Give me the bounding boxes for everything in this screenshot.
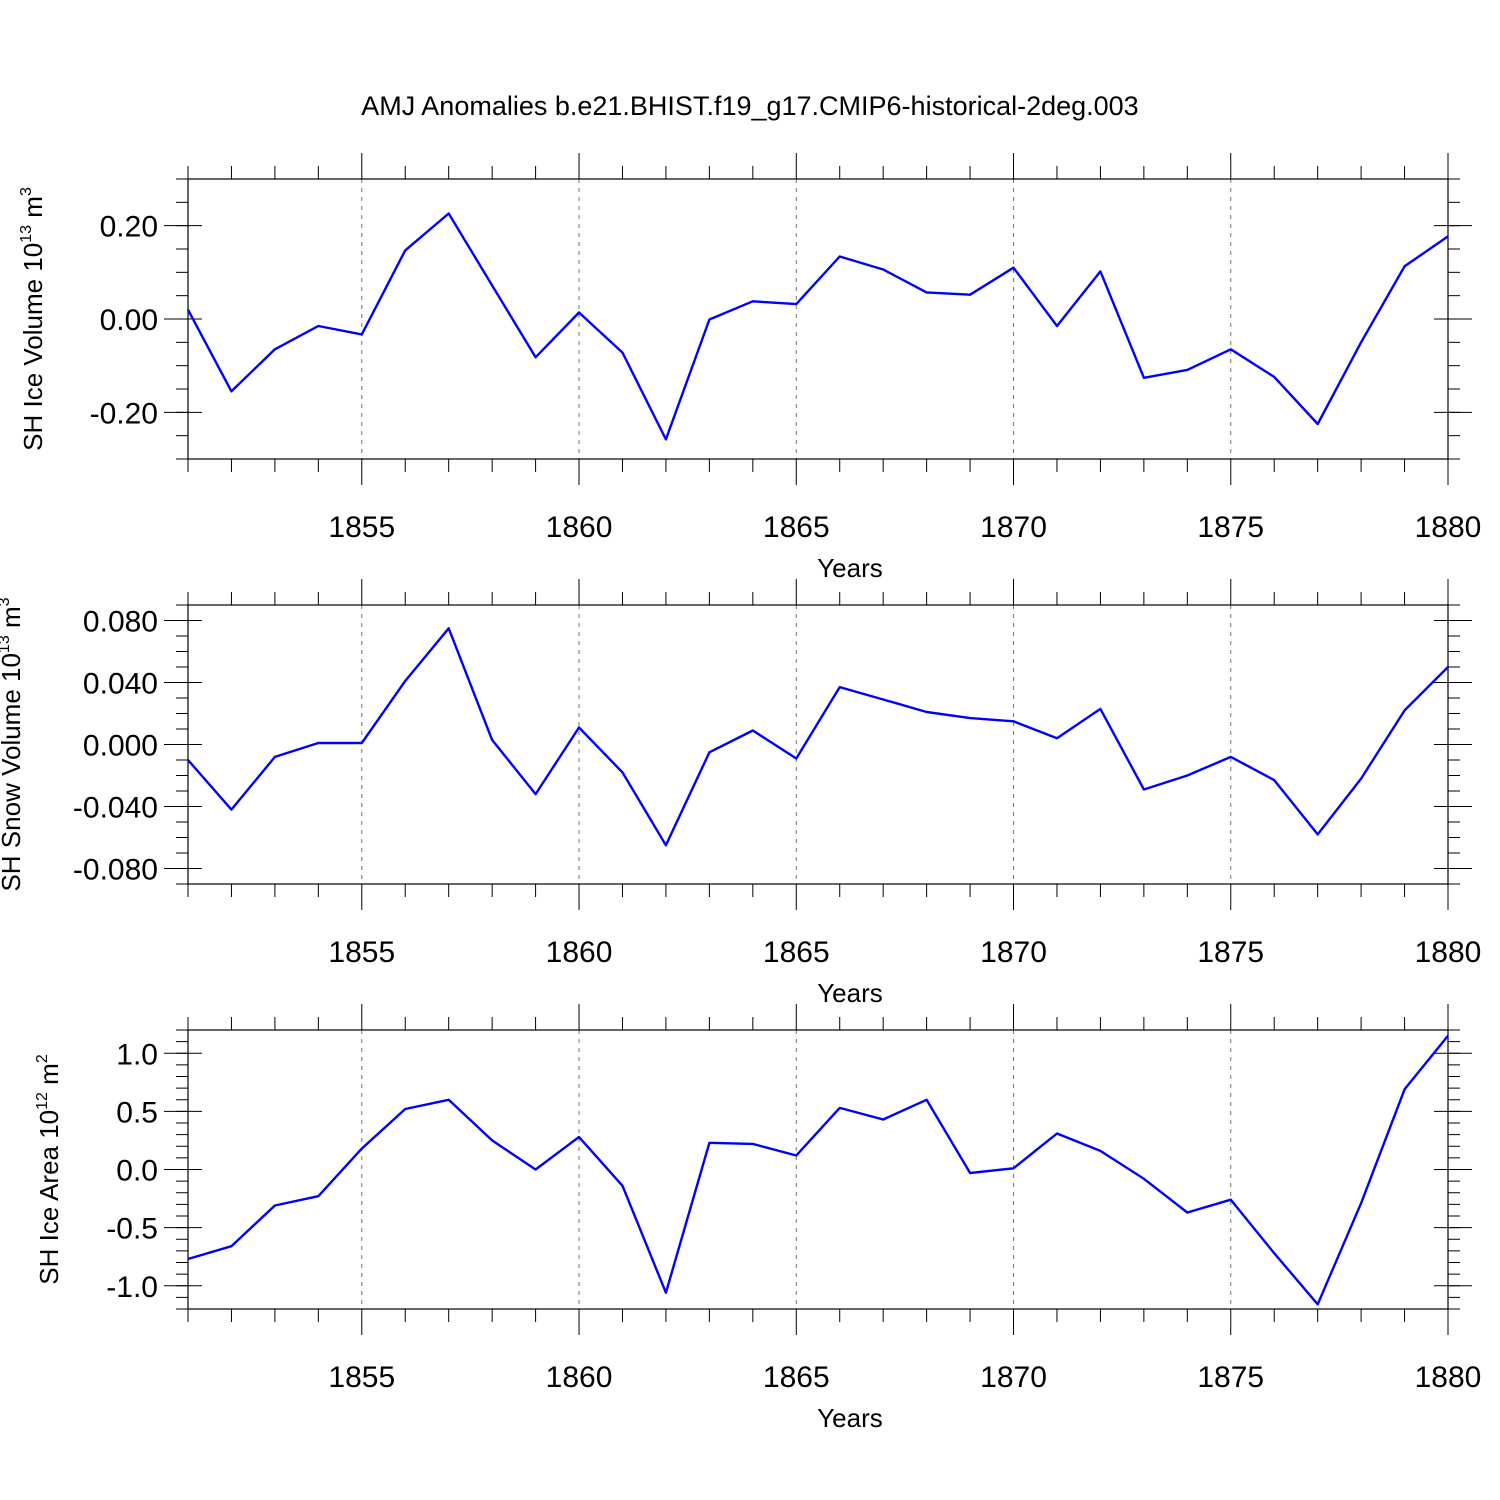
panel-sh-snow-volume: 0.080 0.040 0.000 -0.040 -0.080 1855 1860 1865 1… [0,579,1481,1008]
x-tick-label: 1870 [980,1361,1047,1394]
y-tick-label: 0.000 [83,730,158,763]
x-axis-label: Years [817,553,883,583]
y-axis-label-superscript: 2 [34,1054,51,1063]
y-tick-label: 0.5 [116,1096,158,1129]
x-tick-label: 1880 [1415,511,1482,544]
x-tick-label: 1865 [763,511,830,544]
x-tick-label: 1880 [1415,936,1482,969]
y-tick-label: -0.5 [106,1213,158,1246]
y-axis-label-text: SH Snow Volume 10 [0,653,26,891]
x-tick-label: 1855 [328,511,395,544]
series-line-sh-snow-volume [187,627,1449,847]
y-axis-label-text: m [0,606,26,635]
x-tick-label: 1870 [980,936,1047,969]
x-tick-label: 1875 [1197,1361,1264,1394]
y-axis-label-text: SH Ice Volume 10 [18,243,48,451]
x-tick-label: 1860 [546,936,613,969]
plot-frame [187,604,1449,885]
y-tick-label: 0.080 [83,606,158,639]
y-tick-label: -1.0 [106,1271,158,1304]
y-tick-label: 0.040 [83,668,158,701]
x-tick-label: 1875 [1197,936,1264,969]
x-axis-label: Years [817,978,883,1008]
y-tick-label: -0.20 [90,397,158,430]
x-tick-label: 1855 [328,1361,395,1394]
y-axis-label-superscript: 13 [0,635,13,653]
x-tick-label: 1855 [328,936,395,969]
series-line-sh-ice-volume [186,212,1449,441]
y-tick-label: -0.080 [73,854,158,887]
y-axis-label: SH Snow Volume 1013 m3 [0,597,26,891]
y-axis-label-text: m [18,196,48,225]
plot-frame [187,1029,1449,1310]
plot-frame [187,178,1449,460]
y-tick-label: 0.00 [100,304,158,337]
x-tick-label: 1880 [1415,1361,1482,1394]
y-axis-label-text: m [34,1063,64,1092]
x-tick-label: 1860 [546,1361,613,1394]
y-axis-label-superscript: 13 [18,225,35,243]
y-axis-label-superscript: 3 [18,187,35,196]
y-tick-label: -0.040 [73,792,158,825]
y-tick-label: 0.20 [100,211,158,244]
y-axis-label-text: SH Ice Area 10 [34,1110,64,1285]
y-axis-label: SH Ice Volume 1013 m3 [18,187,48,451]
y-axis-label-superscript: 3 [0,597,13,606]
y-tick-label: 1.0 [116,1038,158,1071]
x-tick-label: 1870 [980,511,1047,544]
figure-title: AMJ Anomalies b.e21.BHIST.f19_g17.CMIP6-… [361,91,1138,121]
x-axis-label: Years [817,1403,883,1433]
series-line-sh-ice-area [187,1035,1449,1306]
panel-sh-ice-volume: 0.20 0.00 -0.20 1855 1860 1865 1870 1875 1880 Yea… [18,153,1481,583]
x-tick-label: 1865 [763,1361,830,1394]
x-tick-label: 1875 [1197,511,1264,544]
y-axis-label: SH Ice Area 1012 m2 [34,1054,64,1285]
y-tick-label: 0.0 [116,1155,158,1188]
x-tick-label: 1865 [763,936,830,969]
y-axis-label-superscript: 12 [34,1092,51,1110]
panel-sh-ice-area: 1.0 0.5 0.0 -0.5 -1.0 1855 1860 1865 1870 1875 188… [34,1004,1481,1433]
x-tick-label: 1860 [546,511,613,544]
